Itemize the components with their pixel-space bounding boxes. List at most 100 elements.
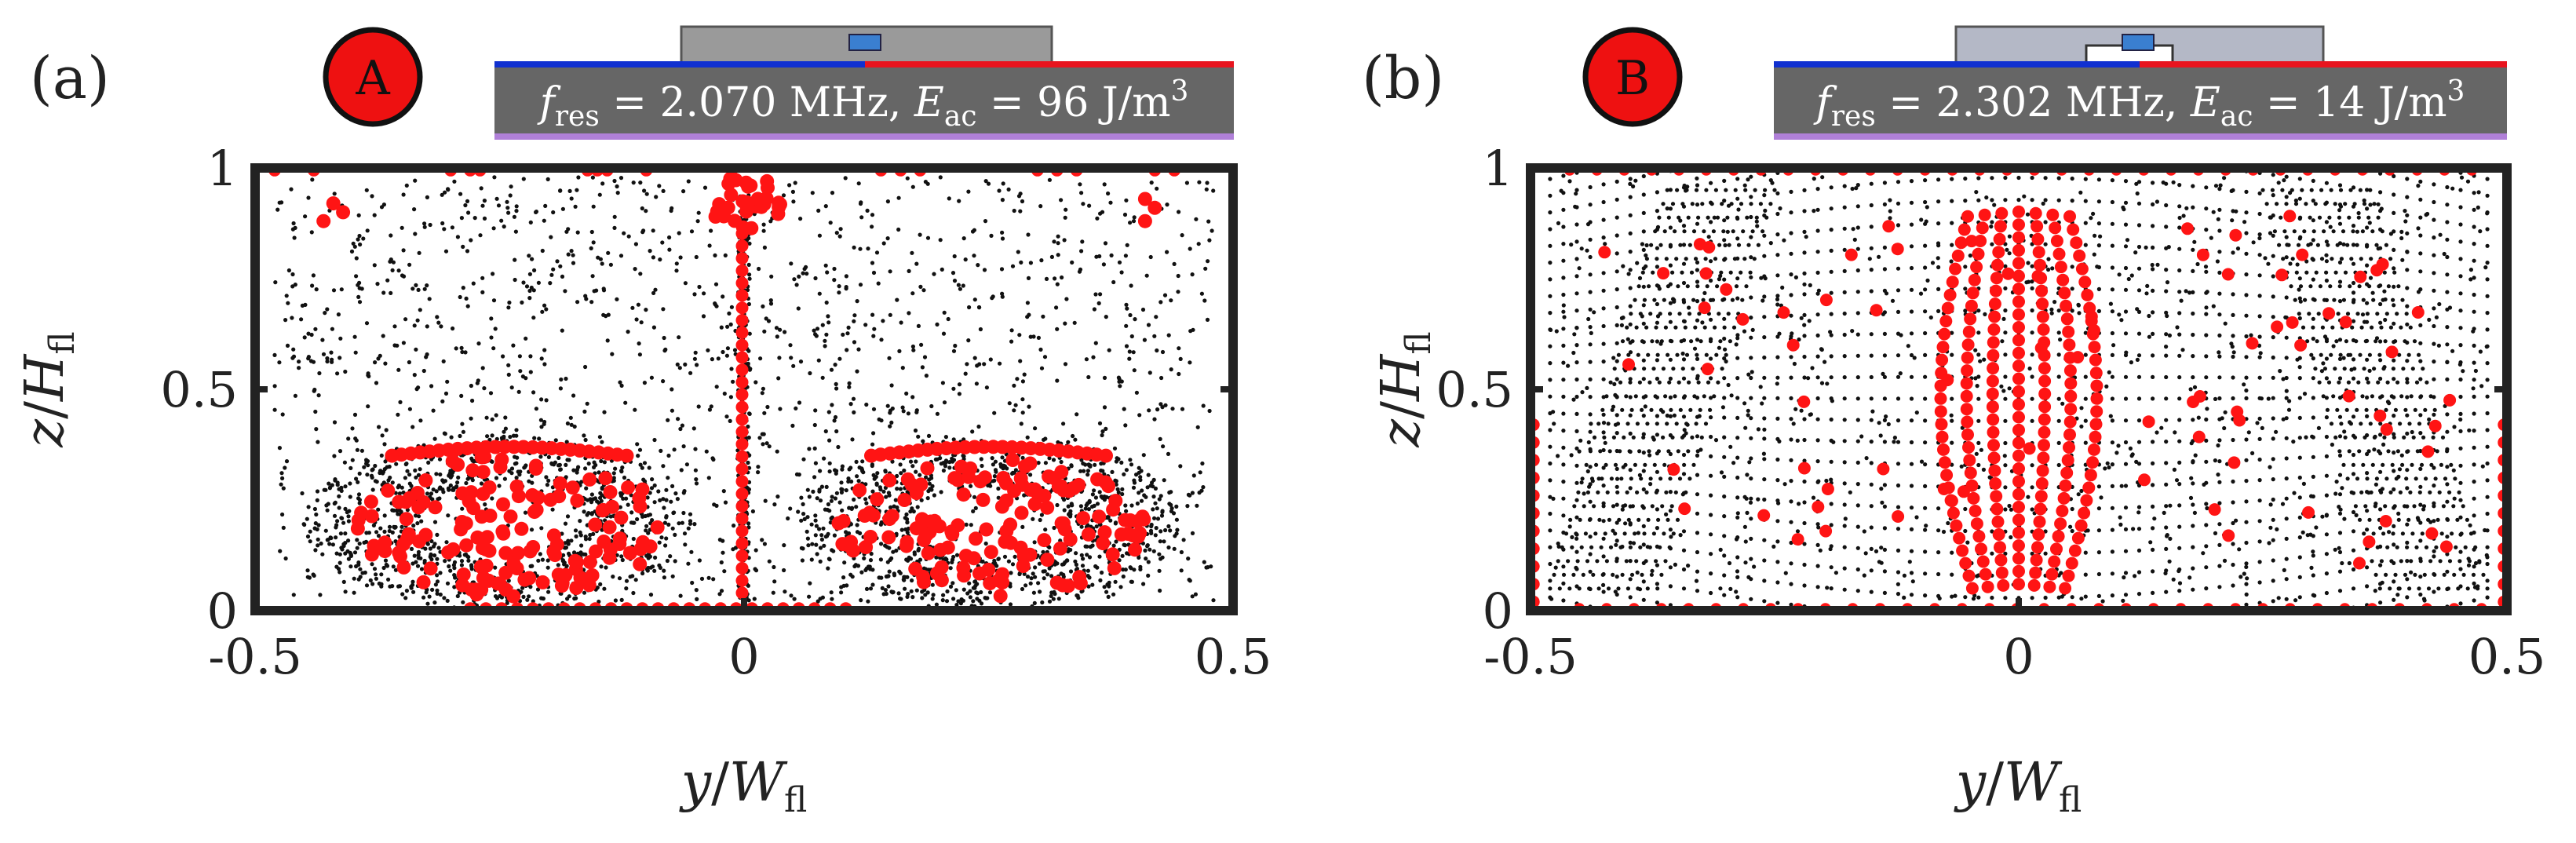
tracer-dot xyxy=(2365,414,2370,419)
tracer-dot xyxy=(626,330,630,334)
tracer-dot xyxy=(428,222,432,228)
tracer-dot xyxy=(2030,507,2034,512)
tracer-dot xyxy=(608,262,614,267)
particle-dot xyxy=(914,477,929,492)
tracer-dot xyxy=(615,297,619,301)
tracer-dot xyxy=(2284,396,2289,400)
tracer-dot xyxy=(355,538,359,542)
tracer-dot xyxy=(1179,549,1184,555)
particle-dot xyxy=(735,301,749,315)
tracer-dot xyxy=(2485,411,2490,416)
tracer-dot xyxy=(1101,262,1106,267)
tracer-dot xyxy=(1160,405,1165,410)
tracer-dot xyxy=(952,279,958,283)
particle-dot xyxy=(735,574,749,587)
tracer-dot xyxy=(370,194,374,199)
tracer-dot xyxy=(957,199,961,203)
tracer-dot xyxy=(778,327,783,332)
tracer-dot xyxy=(1869,374,1874,380)
particle-dot xyxy=(979,522,994,537)
tracer-dot xyxy=(2123,527,2129,532)
particle-dot xyxy=(1148,200,1162,215)
tracer-dot xyxy=(343,531,348,536)
tracer-dot xyxy=(664,498,669,502)
tracer-dot xyxy=(874,250,880,255)
tracer-dot xyxy=(341,520,346,525)
tracer-dot xyxy=(1695,569,1700,574)
tracer-dot xyxy=(2110,374,2114,379)
tracer-dot xyxy=(342,460,347,465)
tracer-dot xyxy=(1132,478,1137,483)
tracer-dot xyxy=(799,495,804,500)
panel-a-electrode-icon xyxy=(848,34,881,51)
tracer-dot xyxy=(1909,593,1914,597)
tracer-dot xyxy=(917,546,921,551)
tracer-dot xyxy=(932,272,936,276)
tracer-dot xyxy=(1174,504,1179,509)
particle-dot xyxy=(503,509,518,524)
tracer-dot xyxy=(492,175,497,180)
particle-dot xyxy=(994,499,1009,514)
tracer-dot xyxy=(2151,526,2155,531)
tracer-dot xyxy=(2311,573,2315,578)
tracer-dot xyxy=(1869,504,1874,509)
tracer-dot xyxy=(972,254,976,258)
tracer-dot xyxy=(1151,494,1156,499)
tracer-dot xyxy=(2231,437,2235,443)
tracer-dot xyxy=(1574,377,1579,382)
tracer-dot xyxy=(612,225,617,230)
tracer-dot xyxy=(695,597,699,602)
tracer-dot xyxy=(983,596,988,600)
particle-dot xyxy=(483,509,498,523)
tracer-dot xyxy=(927,481,932,486)
tracer-dot xyxy=(941,468,946,473)
particle-dot xyxy=(1071,477,1086,492)
tracer-dot xyxy=(352,244,357,249)
tracer-dot xyxy=(786,516,790,521)
tracer-dot xyxy=(1140,307,1146,312)
tracer-dot xyxy=(1588,429,1593,434)
tracer-dot xyxy=(2123,484,2129,488)
tracer-dot xyxy=(2351,567,2356,572)
tracer-dot xyxy=(919,498,924,502)
tracer-dot xyxy=(652,568,657,573)
tracer-dot xyxy=(2177,460,2182,465)
tracer-dot xyxy=(1059,198,1064,203)
tracer-dot xyxy=(2271,538,2275,542)
tracer-dot xyxy=(689,549,694,554)
tracer-dot xyxy=(986,181,991,186)
tracer-dot xyxy=(490,417,494,422)
tracer-dot xyxy=(460,422,465,426)
tracer-dot xyxy=(1735,515,1740,520)
particle-dot xyxy=(712,197,727,212)
tracer-dot xyxy=(1120,491,1125,497)
tracer-dot xyxy=(1709,493,1713,498)
tracer-dot xyxy=(1588,535,1593,539)
tracer-dot xyxy=(834,381,838,386)
tracer-dot xyxy=(1107,348,1111,352)
tracer-dot xyxy=(378,469,383,473)
tracer-dot xyxy=(356,283,360,287)
tracer-dot xyxy=(597,435,603,440)
tracer-dot xyxy=(579,543,584,548)
tracer-dot xyxy=(1188,493,1192,498)
tracer-dot xyxy=(494,413,498,418)
tracer-dot xyxy=(1735,436,1740,440)
tracer-dot xyxy=(1735,495,1740,500)
tracer-dot xyxy=(597,192,602,197)
tracer-dot xyxy=(789,261,794,266)
tracer-dot xyxy=(1079,249,1084,254)
tracer-dot xyxy=(1152,516,1157,520)
tracer-dot xyxy=(587,536,592,542)
tracer-dot xyxy=(727,311,732,316)
tracer-dot xyxy=(846,325,851,330)
tracer-dot xyxy=(407,407,413,411)
tracer-dot xyxy=(974,590,979,595)
tracer-dot xyxy=(885,403,890,408)
tracer-dot xyxy=(2110,593,2114,598)
tracer-dot xyxy=(961,283,965,288)
tracer-dot xyxy=(1855,524,1860,529)
particle-dot xyxy=(1131,529,1146,544)
particle-dot xyxy=(885,509,899,524)
tracer-dot xyxy=(366,404,370,409)
